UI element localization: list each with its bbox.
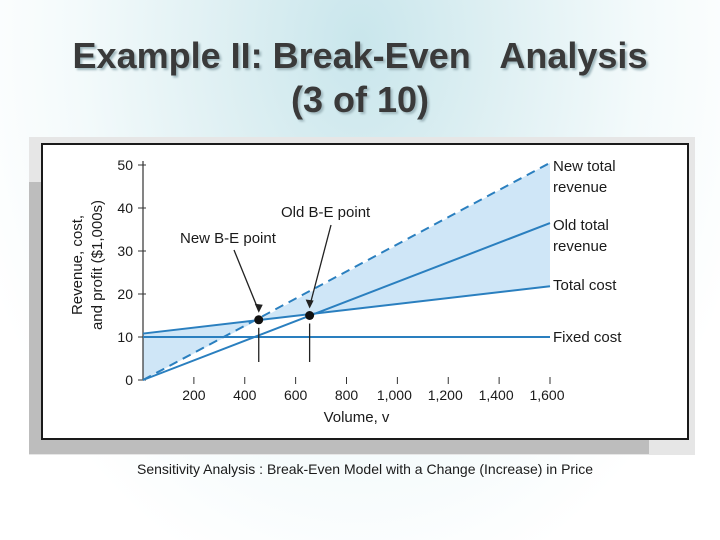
x-tick-label: 1,200 <box>428 387 463 403</box>
x-tick-label: 400 <box>233 387 257 403</box>
new-total-revenue-line <box>142 161 551 381</box>
old-total-revenue-label-line-2: revenue <box>553 238 607 255</box>
y-tick-label: 40 <box>117 200 133 216</box>
new-b-e-point-marker <box>254 315 264 325</box>
x-tick-label: 800 <box>335 387 359 403</box>
figure-caption: Sensitivity Analysis : Break-Even Model … <box>137 461 593 477</box>
old-total-revenue-line <box>142 222 551 381</box>
new-total-revenue-label: New total <box>553 158 616 175</box>
y-tick-label: 20 <box>117 286 133 302</box>
y-axis-label-line-2: and profit ($1,000s) <box>89 200 106 330</box>
x-tick-label: 1,000 <box>377 387 412 403</box>
x-tick-label: 1,600 <box>529 387 564 403</box>
x-tick-label: 600 <box>284 387 308 403</box>
x-axis-label: Volume, v <box>324 409 390 426</box>
new-total-revenue-label-line-2: revenue <box>553 179 607 196</box>
chart-labels: New total revenue Old total revenue Total co… <box>180 158 622 346</box>
old-b-e-point-arrowhead <box>305 299 314 309</box>
profit-region <box>258 162 550 320</box>
chart-annotations <box>233 224 332 362</box>
chart-series <box>142 161 551 381</box>
total-cost-line <box>142 285 551 335</box>
x-tick-label: 200 <box>182 387 206 403</box>
new-b-e-point-pointer <box>233 249 260 312</box>
slide-title: Example II: Break-Even Analysis (3 of 10… <box>0 34 720 122</box>
title-line-2: (3 of 10) <box>290 79 430 120</box>
title-line-1: Example II: Break-Even Analysis <box>72 35 648 76</box>
new-b-e-point-arrowhead <box>254 303 263 313</box>
fixed-cost-label: Fixed cost <box>553 329 622 346</box>
new-b-e-point-label: New B-E point <box>180 230 277 247</box>
x-tick-label: 1,400 <box>479 387 514 403</box>
old-b-e-point-pointer <box>308 224 332 307</box>
old-b-e-point-label: Old B-E point <box>281 204 371 221</box>
y-tick-label: 30 <box>117 243 133 259</box>
y-tick-label: 0 <box>125 372 133 388</box>
old-b-e-point-marker <box>305 311 315 320</box>
y-axis-label-line-1: Revenue, cost, <box>69 215 86 315</box>
chart-axes: 0 10 20 30 40 50 200 400 600 800 1,000 1,200 1,400 1,… <box>69 157 565 426</box>
old-total-revenue-label: Old total <box>553 217 609 234</box>
total-cost-label: Total cost <box>553 277 617 294</box>
y-tick-label: 50 <box>117 157 133 173</box>
y-tick-label: 10 <box>117 329 133 345</box>
